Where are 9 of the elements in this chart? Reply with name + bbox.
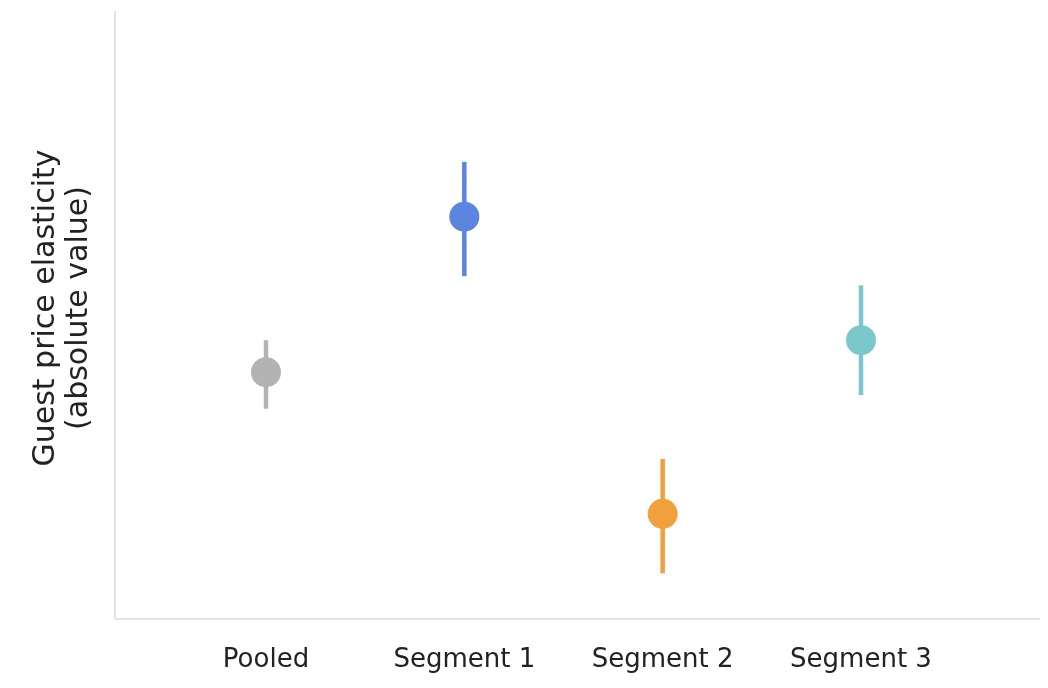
point xyxy=(449,201,480,232)
point xyxy=(251,357,281,388)
x-tick-label: Segment 3 xyxy=(790,643,932,673)
point xyxy=(846,325,876,356)
x-tick-label: Pooled xyxy=(222,643,310,673)
x-tick-label: Segment 2 xyxy=(591,643,734,673)
x-tick-label: Segment 1 xyxy=(393,643,536,673)
y-axis-title: Guest price elasticity (absolute value) xyxy=(26,149,94,467)
point xyxy=(647,498,678,529)
